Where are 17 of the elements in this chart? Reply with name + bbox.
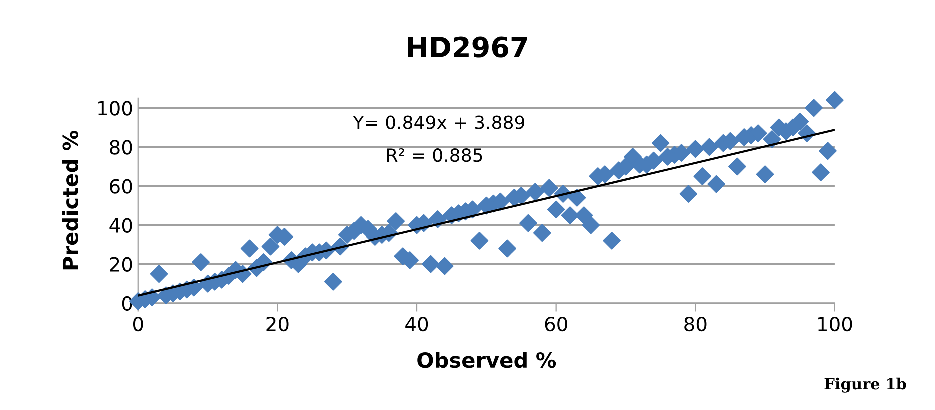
x-tick-label: 100 (818, 316, 852, 332)
y-tick-label: 80 (110, 140, 132, 155)
x-axis-title: Observed % (418, 352, 556, 368)
x-tick-label: 60 (545, 316, 568, 332)
y-tick-label: 60 (110, 179, 132, 194)
x-tick-label: 0 (133, 316, 144, 332)
x-tick-label: 80 (684, 316, 707, 332)
y-tick-label: 40 (110, 218, 132, 233)
x-tick-label: 40 (406, 316, 428, 332)
annotation: Y= 0.849x + 3.889 (353, 116, 524, 130)
chart-title: HD2967 (408, 36, 528, 58)
caption: Figure 1b (824, 378, 906, 393)
annotation: R² = 0.885 (388, 148, 482, 162)
y-tick-label: 100 (98, 101, 132, 116)
x-tick-label: 20 (266, 316, 289, 332)
y-axis-title: Predicted % (62, 130, 78, 270)
y-tick-label: 20 (110, 257, 132, 272)
